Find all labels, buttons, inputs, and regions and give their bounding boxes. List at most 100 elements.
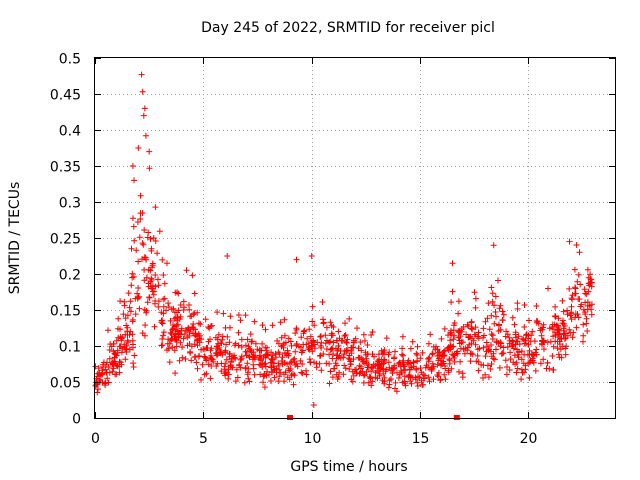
data-point (358, 347, 365, 354)
data-point (311, 345, 318, 352)
data-point (455, 310, 462, 317)
data-point (516, 341, 523, 348)
data-point (146, 148, 153, 155)
data-point (308, 339, 315, 346)
data-point (489, 332, 496, 339)
data-point (515, 333, 522, 340)
data-point (298, 334, 305, 341)
data-point (148, 275, 155, 282)
x-tick-label: 0 (91, 431, 100, 447)
data-point (161, 280, 168, 287)
data-point (152, 204, 159, 211)
data-point (385, 359, 392, 366)
data-point (180, 335, 187, 342)
data-point (288, 342, 295, 349)
data-point (175, 290, 182, 297)
data-point (326, 360, 333, 367)
data-point (418, 369, 425, 376)
data-point (298, 369, 305, 376)
data-point (584, 303, 591, 309)
data-point (349, 368, 356, 375)
data-point (341, 362, 348, 369)
data-point (275, 349, 282, 356)
data-point (243, 352, 250, 359)
data-point (518, 356, 525, 363)
data-point (533, 303, 540, 309)
data-point (208, 322, 215, 329)
data-point (396, 359, 403, 366)
data-point (533, 346, 540, 353)
data-point (167, 317, 174, 324)
data-point (151, 323, 158, 330)
data-point (136, 293, 142, 300)
data-point (141, 306, 148, 313)
data-point (425, 340, 432, 347)
data-point (316, 360, 323, 367)
data-point (396, 371, 403, 378)
y-tick-label: 0.05 (50, 376, 81, 392)
data-point (124, 328, 131, 335)
data-point (232, 355, 239, 362)
data-point (247, 347, 254, 354)
data-point (227, 362, 234, 369)
data-point (514, 300, 521, 307)
data-point (127, 298, 134, 305)
data-point (491, 320, 498, 327)
data-point (584, 266, 591, 273)
data-point (354, 325, 360, 332)
data-point (149, 260, 156, 267)
data-point (281, 332, 288, 339)
data-point (131, 237, 138, 244)
data-point (481, 332, 487, 339)
data-point (480, 375, 486, 381)
data-point (160, 332, 167, 339)
data-point (566, 326, 573, 333)
data-point (317, 333, 324, 340)
data-point (117, 359, 124, 366)
data-point (434, 372, 441, 378)
data-point (512, 334, 519, 341)
data-point (488, 361, 495, 367)
data-point (538, 332, 545, 339)
data-point (489, 298, 496, 305)
data-point (363, 355, 370, 362)
data-point (174, 309, 180, 316)
data-point (292, 362, 299, 368)
data-point (102, 366, 109, 373)
data-point (577, 281, 584, 288)
data-point (361, 337, 368, 344)
data-point (164, 340, 171, 347)
data-point (512, 329, 519, 336)
data-point (429, 360, 436, 367)
data-point (131, 177, 137, 184)
y-tick-label: 0.45 (50, 88, 81, 104)
data-point (442, 363, 448, 369)
data-point (399, 351, 405, 358)
data-point (222, 360, 229, 367)
data-point (515, 354, 522, 361)
chart-title: Day 245 of 2022, SRMTID for receiver pic… (201, 20, 495, 36)
data-point (429, 350, 436, 357)
data-point (235, 342, 242, 349)
data-point (105, 364, 112, 370)
data-point (486, 346, 493, 353)
data-point (357, 369, 364, 376)
data-point (580, 332, 587, 339)
data-point (529, 357, 536, 364)
data-point (486, 326, 493, 333)
data-point (414, 358, 420, 365)
data-point (580, 338, 586, 345)
data-point (375, 351, 382, 358)
data-point (137, 192, 144, 199)
data-point (146, 294, 153, 301)
data-point (286, 376, 293, 383)
data-point (503, 371, 510, 378)
data-point (198, 376, 204, 383)
data-point (414, 352, 421, 358)
data-point (172, 314, 179, 321)
data-point (441, 371, 448, 378)
data-point (249, 356, 256, 363)
data-point (144, 299, 151, 306)
data-point (284, 361, 291, 368)
data-point (316, 353, 323, 359)
